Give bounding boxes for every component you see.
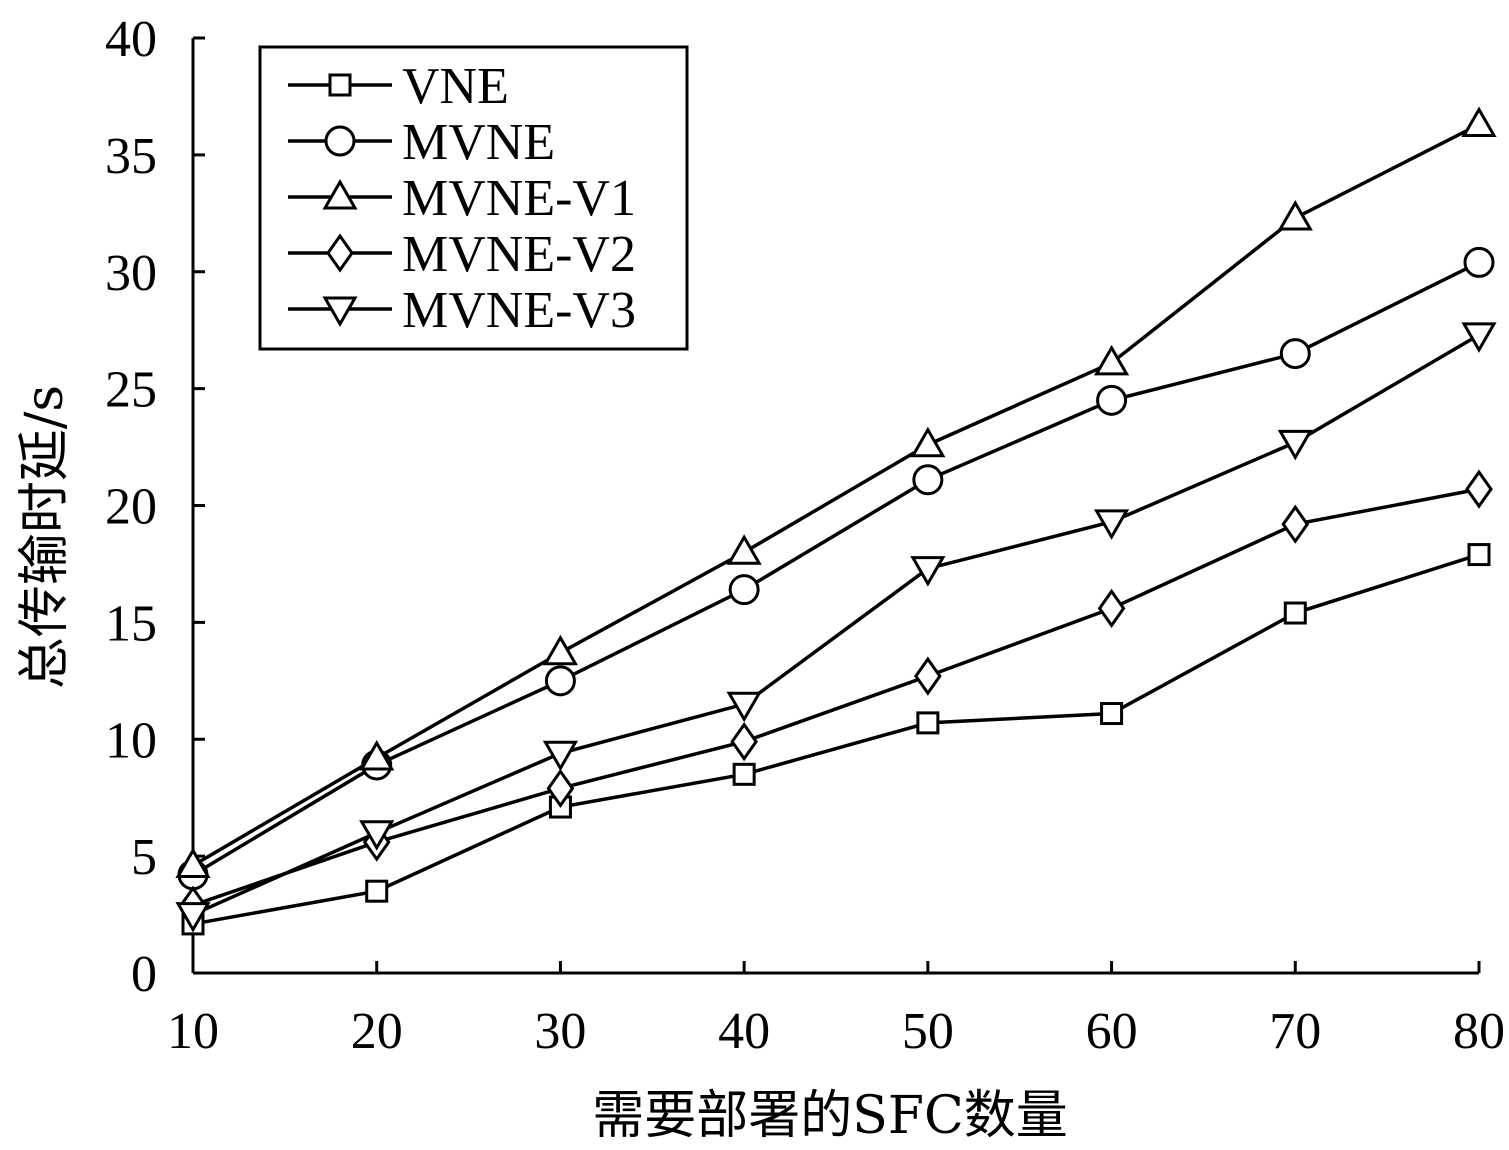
triangle-up-marker xyxy=(726,534,762,565)
triangle-up-marker xyxy=(1093,344,1130,376)
series-line xyxy=(192,333,1480,917)
circle-marker xyxy=(544,665,576,697)
triangle-down-marker xyxy=(359,820,395,851)
y-tick-label: 30 xyxy=(105,245,157,302)
y-tick-label: 5 xyxy=(131,829,157,886)
y-tick-label: 20 xyxy=(105,479,157,536)
legend-entry: MVNE-V3 xyxy=(288,282,636,339)
triangle-down-marker xyxy=(322,296,358,328)
y-axis-title: 总传输时延/s xyxy=(15,385,75,689)
x-axis-title: 需要部署的SFC数量 xyxy=(592,1086,1068,1146)
x-tick-label: 20 xyxy=(351,1003,403,1060)
diamond-marker xyxy=(914,656,942,696)
x-tick-label: 60 xyxy=(1086,1003,1138,1060)
legend-label: MVNE-V1 xyxy=(402,170,636,227)
triangle-up-marker xyxy=(1461,106,1497,137)
x-tick-label: 40 xyxy=(718,1003,770,1060)
series-line xyxy=(192,487,1480,907)
diamond-marker xyxy=(1465,469,1493,509)
legend-label: MVNE-V2 xyxy=(402,226,636,283)
square-marker xyxy=(365,879,389,903)
circle-marker xyxy=(728,574,760,606)
triangle-down-marker xyxy=(1277,429,1313,461)
legend-label: VNE xyxy=(402,58,509,115)
x-tick-label: 50 xyxy=(902,1003,954,1060)
square-marker xyxy=(916,711,940,735)
triangle-down-marker xyxy=(1461,322,1497,353)
y-tick-label: 35 xyxy=(105,128,157,185)
circle-marker xyxy=(1279,338,1311,370)
diamond-marker xyxy=(1281,504,1310,544)
legend-label: MVNE xyxy=(402,114,555,171)
triangle-up-marker xyxy=(1277,199,1313,231)
y-tick-label: 40 xyxy=(105,11,157,68)
series-line xyxy=(192,552,1480,926)
axes: 0 5 10 15 20 25 30 35 40 10 20 30 40 50 60 70 80 xyxy=(105,11,1505,1060)
square-marker xyxy=(1283,601,1307,625)
circle-marker xyxy=(324,125,356,157)
circle-marker xyxy=(912,464,944,496)
square-marker xyxy=(732,762,756,786)
legend-entry: MVNE xyxy=(288,114,555,171)
circle-marker xyxy=(1096,384,1128,416)
triangle-down-marker xyxy=(542,740,579,772)
x-tick-label: 30 xyxy=(534,1003,586,1060)
legend-entry: MVNE-V1 xyxy=(288,170,636,227)
x-tick-label: 80 xyxy=(1453,1003,1505,1060)
diamond-marker xyxy=(1097,588,1126,628)
y-tick-label: 15 xyxy=(105,595,157,652)
legend-label: MVNE-V3 xyxy=(402,282,636,339)
triangle-up-marker xyxy=(542,634,579,666)
series-line xyxy=(192,260,1480,877)
circle-marker xyxy=(1463,246,1495,278)
series-mvne-v1 xyxy=(175,106,1497,878)
triangle-up-marker xyxy=(910,426,946,458)
y-tick-label: 10 xyxy=(105,712,157,769)
legend-entry: MVNE-V2 xyxy=(288,226,636,283)
y-tick-label: 25 xyxy=(105,362,157,419)
triangle-down-marker xyxy=(726,691,762,723)
series-mvne-v3 xyxy=(175,322,1497,933)
triangle-up-marker xyxy=(359,739,395,771)
diamond-marker xyxy=(730,721,758,762)
x-tick-label: 70 xyxy=(1269,1003,1321,1060)
triangle-up-marker xyxy=(175,847,211,878)
triangle-down-marker xyxy=(910,556,946,587)
triangle-up-marker xyxy=(322,178,358,210)
square-marker xyxy=(1100,702,1124,726)
square-marker xyxy=(328,73,352,97)
series-mvne xyxy=(177,246,1495,891)
series-vne xyxy=(181,543,1491,936)
series-mvne-v2 xyxy=(179,469,1493,925)
triangle-down-marker xyxy=(175,902,211,933)
y-tick-label: 0 xyxy=(131,946,157,1003)
diamond-marker xyxy=(326,233,354,273)
series-line xyxy=(192,122,1480,867)
triangle-down-marker xyxy=(1093,509,1130,540)
diamond-marker xyxy=(546,768,575,808)
square-marker xyxy=(1467,543,1491,567)
x-tick-label: 10 xyxy=(167,1003,219,1060)
series-layer xyxy=(175,106,1497,936)
legend-entry: VNE xyxy=(288,58,509,115)
